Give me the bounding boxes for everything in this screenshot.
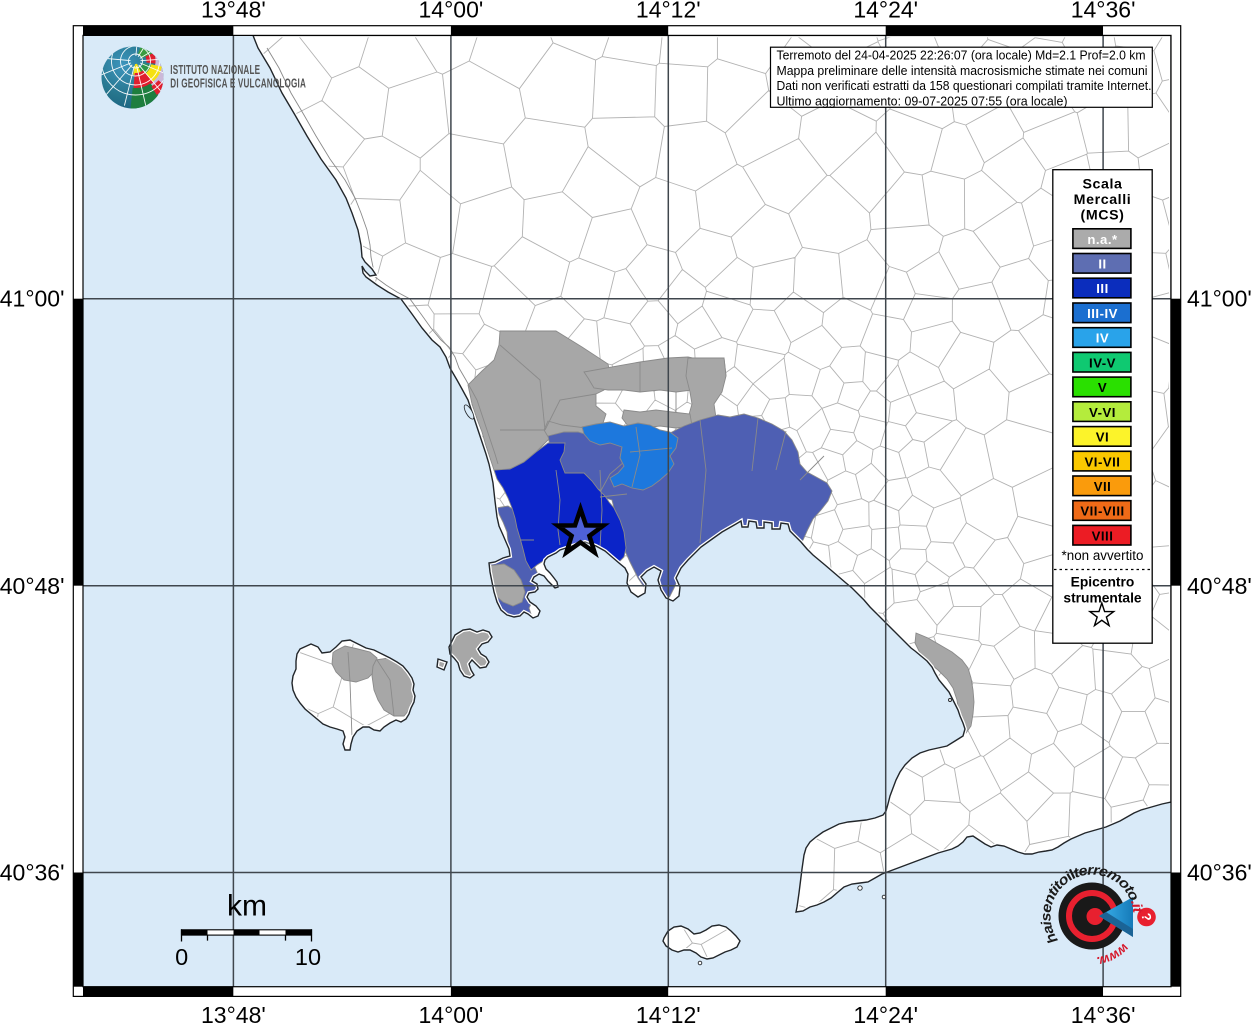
svg-text:ISTITUTO NAZIONALE: ISTITUTO NAZIONALE [170, 64, 260, 78]
svg-text:40°48': 40°48' [0, 573, 65, 599]
svg-text:Mappa preliminare delle intens: Mappa preliminare delle intensità macros… [777, 63, 1148, 78]
svg-text:Dati non verificati estratti d: Dati non verificati estratti da 158 ques… [777, 78, 1152, 93]
svg-text:40°36': 40°36' [1187, 860, 1252, 886]
svg-text:?: ? [1138, 912, 1154, 922]
svg-text:strumentale: strumentale [1063, 591, 1142, 606]
svg-text:13°48': 13°48' [201, 1002, 266, 1024]
svg-text:41°00': 41°00' [0, 286, 65, 312]
svg-text:14°24': 14°24' [853, 0, 918, 23]
svg-text:VI: VI [1096, 430, 1109, 445]
svg-text:10: 10 [295, 944, 321, 970]
svg-text:VIII: VIII [1092, 528, 1114, 543]
svg-text:*non avvertito: *non avvertito [1062, 548, 1144, 563]
svg-text:II: II [1098, 257, 1106, 272]
svg-text:(MCS): (MCS) [1081, 208, 1125, 224]
svg-text:41°00': 41°00' [1187, 286, 1252, 312]
svg-text:III-IV: III-IV [1087, 306, 1118, 321]
svg-text:III: III [1096, 281, 1109, 296]
svg-text:VII-VIII: VII-VIII [1080, 504, 1124, 519]
svg-text:VII: VII [1094, 479, 1112, 494]
svg-text:V: V [1098, 380, 1107, 395]
svg-text:km: km [227, 890, 267, 923]
svg-text:VI-VII: VI-VII [1085, 454, 1121, 469]
svg-text:14°00': 14°00' [419, 0, 484, 23]
svg-text:n.a.*: n.a.* [1087, 232, 1118, 247]
svg-text:13°48': 13°48' [201, 0, 266, 23]
svg-text:14°00': 14°00' [419, 1002, 484, 1024]
svg-text:14°12': 14°12' [636, 0, 701, 23]
svg-text:IV: IV [1096, 331, 1109, 346]
svg-text:14°12': 14°12' [636, 1002, 701, 1024]
svg-text:40°48': 40°48' [1187, 573, 1252, 599]
svg-text:IV-V: IV-V [1089, 355, 1116, 370]
svg-text:14°36': 14°36' [1071, 1002, 1136, 1024]
svg-text:Epicentro: Epicentro [1071, 575, 1135, 590]
svg-text:Ultimo aggiornamento: 09-07-20: Ultimo aggiornamento: 09-07-2025 07:55 (… [777, 93, 1068, 108]
svg-text:V-VI: V-VI [1089, 405, 1116, 420]
svg-text:14°24': 14°24' [853, 1002, 918, 1024]
svg-text:DI GEOFISICA E VULCANOLOGIA: DI GEOFISICA E VULCANOLOGIA [170, 77, 306, 91]
svg-text:14°36': 14°36' [1071, 0, 1136, 23]
svg-text:Scala: Scala [1082, 177, 1122, 193]
svg-text:0: 0 [175, 944, 188, 970]
svg-text:Terremoto del 24-04-2025 22:26: Terremoto del 24-04-2025 22:26:07 (ora l… [777, 48, 1146, 63]
svg-text:40°36': 40°36' [0, 860, 65, 886]
svg-text:Mercalli: Mercalli [1074, 192, 1132, 208]
